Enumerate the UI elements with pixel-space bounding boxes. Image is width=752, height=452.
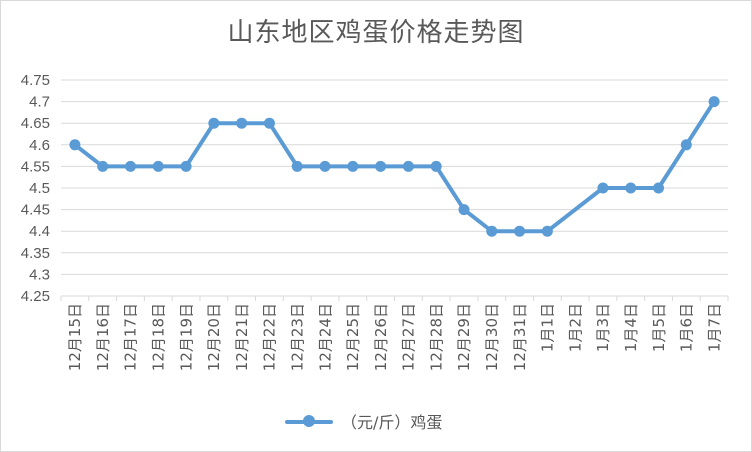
x-tick-label: 12月19日 [177, 303, 195, 371]
x-tick-label: 1月3日 [594, 303, 612, 352]
x-tick-label: 12月24日 [316, 303, 334, 371]
x-tick-label: 12月31日 [511, 303, 529, 371]
y-tick-label: 4.5 [29, 180, 50, 197]
y-tick-label: 4.55 [21, 158, 50, 175]
x-tick-label: 1月1日 [539, 303, 557, 352]
y-tick-label: 4.45 [21, 202, 50, 219]
y-tick-label: 4.7 [29, 94, 50, 111]
data-point [541, 225, 553, 237]
data-point [97, 160, 109, 172]
x-tick-label: 12月18日 [150, 303, 168, 371]
chart-title: 山东地区鸡蛋价格走势图 [227, 18, 525, 48]
x-tick-label: 12月22日 [261, 303, 279, 371]
x-tick-label: 12月23日 [288, 303, 306, 371]
x-tick-label: 12月27日 [400, 303, 418, 371]
data-point [180, 160, 192, 172]
legend: （元/斤）鸡蛋 [285, 409, 442, 433]
y-tick-label: 4.35 [21, 245, 50, 262]
data-point [458, 204, 470, 216]
x-tick-label: 1月2日 [566, 303, 584, 352]
data-point [69, 139, 81, 151]
legend-marker-icon [285, 411, 333, 431]
data-point [625, 182, 637, 194]
data-point [375, 160, 387, 172]
data-point [430, 160, 442, 172]
x-tick-label: 12月30日 [483, 303, 501, 371]
data-point [347, 160, 359, 172]
x-tick-label: 12月16日 [94, 303, 112, 371]
data-point [486, 225, 498, 237]
x-tick-label: 1月4日 [622, 303, 640, 352]
data-point [402, 160, 414, 172]
data-point [653, 182, 665, 194]
data-point [514, 225, 526, 237]
y-tick-label: 4.75 [21, 72, 50, 89]
data-point [291, 160, 303, 172]
x-tick-label: 12月25日 [344, 303, 362, 371]
x-tick-label: 12月26日 [372, 303, 390, 371]
y-tick-label: 4.3 [29, 266, 50, 283]
data-point [236, 117, 248, 129]
x-tick-label: 12月21日 [233, 303, 251, 371]
x-tick-label: 12月20日 [205, 303, 223, 371]
y-tick-label: 4.65 [21, 115, 50, 132]
x-tick-label: 1月6日 [678, 303, 696, 352]
legend-label: （元/斤）鸡蛋 [341, 413, 443, 432]
x-tick-label: 1月7日 [705, 303, 723, 352]
data-point [680, 139, 692, 151]
x-tick-label: 12月28日 [427, 303, 445, 371]
data-point [124, 160, 136, 172]
y-tick-label: 4.6 [29, 137, 50, 154]
data-point [208, 117, 220, 129]
x-tick-label: 12月15日 [66, 303, 84, 371]
data-point [152, 160, 164, 172]
x-tick-label: 1月5日 [650, 303, 668, 352]
data-point [708, 96, 720, 108]
x-tick-label: 12月17日 [122, 303, 140, 371]
data-point [597, 182, 609, 194]
x-tick-label: 12月29日 [455, 303, 473, 371]
data-point [263, 117, 275, 129]
y-tick-label: 4.25 [21, 288, 50, 305]
data-point [319, 160, 331, 172]
y-tick-label: 4.4 [29, 223, 50, 240]
